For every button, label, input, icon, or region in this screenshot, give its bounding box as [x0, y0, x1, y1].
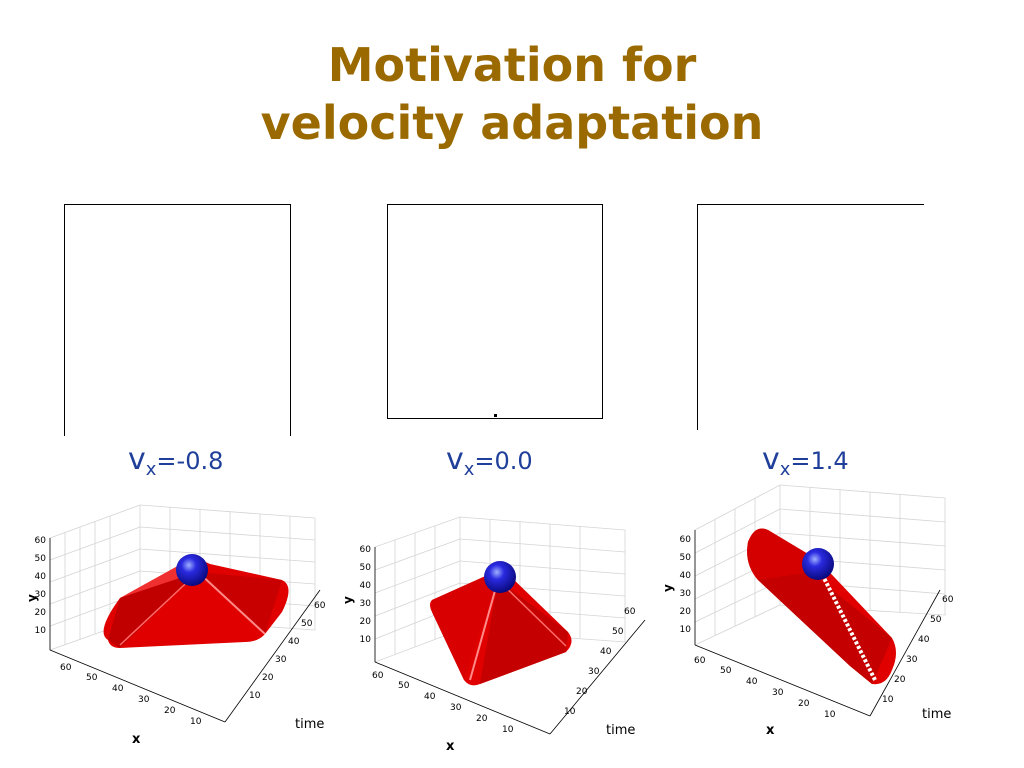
svg-text:20: 20	[164, 706, 176, 716]
surface-plot-1: y 60 50 40 30 20 10 60 50 40 30 20 10 x …	[20, 500, 340, 750]
y-axis-label: y	[25, 594, 39, 602]
svg-text:50: 50	[930, 615, 942, 625]
svg-text:30: 30	[450, 703, 462, 713]
video-frame-2	[387, 204, 603, 419]
surface	[747, 528, 896, 685]
svg-text:50: 50	[720, 666, 732, 676]
axes	[694, 530, 941, 717]
svg-text:50: 50	[360, 563, 372, 573]
svg-text:60: 60	[372, 671, 384, 681]
svg-text:60: 60	[624, 607, 636, 617]
title-line-2: velocity adaptation	[260, 96, 764, 150]
svg-text:20: 20	[680, 607, 692, 617]
svg-text:20: 20	[798, 699, 810, 709]
t-axis-label: time	[606, 723, 635, 738]
svg-text:20: 20	[262, 673, 274, 683]
sphere	[176, 554, 208, 586]
svg-text:50: 50	[612, 627, 624, 637]
svg-text:60: 60	[942, 595, 954, 605]
svg-text:10: 10	[824, 710, 836, 720]
y-axis-label: y	[341, 596, 355, 604]
svg-text:50: 50	[680, 553, 692, 563]
frame-dot	[494, 414, 497, 417]
t-axis-label: time	[295, 717, 324, 732]
svg-text:40: 40	[360, 581, 372, 591]
x-ticks: 60 50 40 30 20 10	[372, 671, 514, 735]
x-ticks: 60 50 40 30 20 10	[694, 656, 836, 720]
svg-text:30: 30	[138, 695, 150, 705]
svg-text:40: 40	[600, 647, 612, 657]
svg-text:40: 40	[35, 572, 47, 582]
t-axis-label: time	[922, 707, 951, 722]
y-ticks: 60 50 40 30 20 10	[360, 545, 372, 645]
svg-text:60: 60	[680, 535, 692, 545]
t-ticks: 60 50 40 30 20 10	[249, 601, 326, 701]
surface	[103, 560, 289, 648]
velocity-label-1: vx=-0.8	[128, 442, 224, 480]
svg-text:20: 20	[35, 608, 47, 618]
svg-text:40: 40	[288, 637, 300, 647]
svg-text:60: 60	[35, 536, 47, 546]
svg-text:50: 50	[301, 619, 313, 629]
axes	[49, 538, 321, 723]
x-axis-label: x	[766, 723, 775, 738]
title-line-1: Motivation for	[327, 38, 697, 92]
velocity-label-3: vx=1.4	[762, 442, 849, 480]
svg-text:10: 10	[190, 717, 202, 727]
video-frame-1	[64, 204, 291, 436]
svg-text:10: 10	[35, 626, 47, 636]
svg-text:10: 10	[360, 635, 372, 645]
svg-text:60: 60	[314, 601, 326, 611]
x-ticks: 60 50 40 30 20 10	[60, 663, 202, 727]
slide-title: Motivation for velocity adaptation	[0, 36, 1024, 152]
svg-text:10: 10	[680, 625, 692, 635]
y-axis-label: y	[661, 584, 675, 592]
surface-plot-2: y 60 50 40 30 20 10 60 50 40 30 20 10 x …	[340, 512, 660, 762]
svg-text:30: 30	[906, 655, 918, 665]
svg-text:30: 30	[35, 590, 47, 600]
y-ticks: 60 50 40 30 20 10	[35, 536, 47, 636]
x-axis-label: x	[132, 732, 141, 747]
svg-text:20: 20	[576, 687, 588, 697]
svg-text:10: 10	[502, 725, 514, 735]
svg-text:20: 20	[476, 714, 488, 724]
sphere	[802, 548, 834, 580]
svg-text:30: 30	[588, 667, 600, 677]
svg-text:30: 30	[680, 589, 692, 599]
svg-text:10: 10	[564, 707, 576, 717]
svg-text:40: 40	[112, 684, 124, 694]
svg-text:40: 40	[680, 571, 692, 581]
svg-text:50: 50	[35, 554, 47, 564]
video-frame-3	[697, 204, 924, 430]
svg-text:20: 20	[894, 675, 906, 685]
svg-text:10: 10	[882, 695, 894, 705]
svg-text:50: 50	[86, 673, 98, 683]
axes	[374, 547, 646, 735]
svg-text:30: 30	[772, 688, 784, 698]
svg-text:60: 60	[360, 545, 372, 555]
surface-plot-3: y 60 50 40 30 20 10 60 50 40 30 20 10 x …	[660, 480, 980, 740]
x-axis-label: x	[446, 739, 455, 754]
surface	[430, 572, 572, 686]
svg-text:30: 30	[275, 655, 287, 665]
svg-text:20: 20	[360, 617, 372, 627]
svg-text:60: 60	[60, 663, 72, 673]
t-ticks: 60 50 40 30 20 10	[882, 595, 954, 705]
svg-text:40: 40	[424, 692, 436, 702]
sphere	[484, 561, 516, 593]
t-ticks: 60 50 40 30 20 10	[564, 607, 636, 717]
svg-text:60: 60	[694, 656, 706, 666]
svg-text:50: 50	[398, 681, 410, 691]
y-ticks: 60 50 40 30 20 10	[680, 535, 692, 635]
velocity-label-2: vx=0.0	[446, 442, 533, 480]
svg-text:40: 40	[746, 677, 758, 687]
svg-text:40: 40	[918, 635, 930, 645]
svg-text:30: 30	[360, 599, 372, 609]
svg-text:10: 10	[249, 691, 261, 701]
